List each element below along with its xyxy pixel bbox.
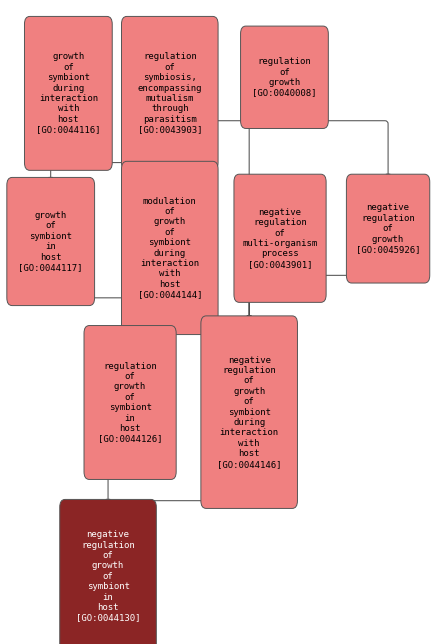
- FancyBboxPatch shape: [7, 178, 94, 306]
- FancyBboxPatch shape: [201, 316, 297, 509]
- Text: regulation
of
growth
of
symbiont
in
host
[GO:0044126]: regulation of growth of symbiont in host…: [98, 361, 162, 444]
- FancyBboxPatch shape: [121, 17, 218, 171]
- FancyBboxPatch shape: [84, 326, 176, 479]
- Text: growth
of
symbiont
during
interaction
with
host
[GO:0044116]: growth of symbiont during interaction wi…: [36, 52, 101, 135]
- FancyBboxPatch shape: [234, 175, 326, 303]
- FancyBboxPatch shape: [25, 17, 112, 171]
- FancyBboxPatch shape: [121, 161, 218, 335]
- Text: modulation
of
growth
of
symbiont
during
interaction
with
host
[GO:0044144]: modulation of growth of symbiont during …: [138, 196, 202, 299]
- Text: growth
of
symbiont
in
host
[GO:0044117]: growth of symbiont in host [GO:0044117]: [19, 211, 83, 272]
- Text: negative
regulation
of
multi-organism
process
[GO:0043901]: negative regulation of multi-organism pr…: [243, 208, 318, 269]
- Text: regulation
of
symbiosis,
encompassing
mutualism
through
parasitism
[GO:0043903]: regulation of symbiosis, encompassing mu…: [138, 52, 202, 135]
- Text: negative
regulation
of
growth
of
symbiont
during
interaction
with
host
[GO:00441: negative regulation of growth of symbion…: [217, 355, 281, 469]
- FancyBboxPatch shape: [60, 500, 156, 644]
- Text: regulation
of
growth
[GO:0040008]: regulation of growth [GO:0040008]: [252, 57, 317, 97]
- FancyBboxPatch shape: [241, 26, 328, 129]
- Text: negative
regulation
of
growth
[GO:0045926]: negative regulation of growth [GO:004592…: [356, 204, 420, 254]
- Text: negative
regulation
of
growth
of
symbiont
in
host
[GO:0044130]: negative regulation of growth of symbion…: [76, 530, 140, 623]
- FancyBboxPatch shape: [347, 175, 430, 283]
